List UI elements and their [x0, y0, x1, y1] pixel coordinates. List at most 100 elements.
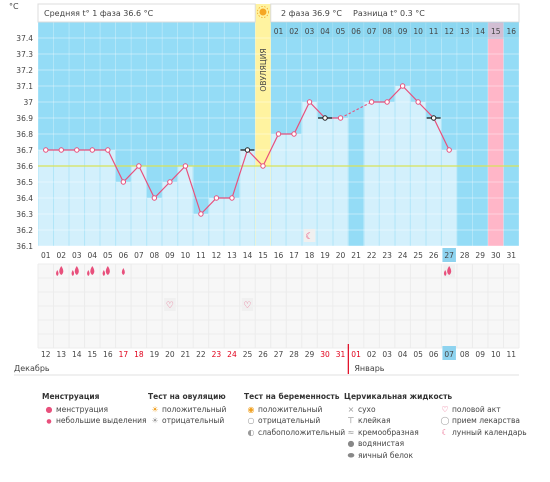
date-label: 27	[274, 350, 284, 359]
intercourse-cell	[241, 298, 254, 311]
bleeding-drop-small-icon	[443, 270, 447, 276]
phase2-header-box	[270, 3, 520, 23]
cycle-day-label: 27	[444, 251, 454, 260]
phase2-day-label: 09	[398, 27, 408, 36]
cycle-day-label: 22	[367, 251, 377, 260]
date-label: 05	[413, 350, 423, 359]
bleeding-drop-small-icon	[87, 270, 90, 276]
date-label: 23	[212, 350, 222, 359]
egg-white-icon: ⬬	[347, 450, 355, 460]
temperature-bar	[286, 134, 302, 246]
temperature-bar	[410, 102, 426, 246]
cycle-day-label: 03	[72, 251, 82, 260]
cycle-day-label: 16	[274, 251, 284, 260]
cycle-day-label: 15	[258, 251, 268, 260]
bleeding-drop-icon	[447, 266, 452, 275]
date-label: 17	[119, 350, 129, 359]
temperature-line-gap	[340, 101, 372, 119]
temperature-point	[291, 131, 297, 137]
lunar-cell	[303, 229, 316, 242]
legend-lunar: лунный календарь	[452, 427, 527, 437]
temperature-point	[430, 115, 437, 121]
legend-cervical-title: Церvикальная жидкость	[344, 392, 453, 401]
bleeding-drop-icon	[90, 266, 95, 275]
date-label: 28	[289, 350, 299, 359]
temperature-bar	[302, 102, 317, 246]
cycle-day-label: 30	[491, 251, 501, 260]
y-tick-label: 37.2	[16, 66, 33, 75]
moon-icon: ☾	[305, 232, 313, 242]
cycle-day-label: 12	[212, 251, 222, 260]
temperature-point	[105, 147, 111, 153]
legend-ovulation-test: Тест на овуляцию ☀ положительный ☀ отрицат…	[148, 391, 226, 427]
phase2-day-label: 13	[460, 27, 470, 36]
phase2-day-label: 04	[320, 27, 330, 36]
cycle-day-label: 09	[165, 251, 175, 260]
temperature-bar	[131, 166, 147, 246]
temperature-point	[120, 179, 127, 185]
legend-ov-negative: отрицательный	[162, 416, 225, 425]
phase1-header-box	[37, 3, 256, 23]
bleeding-drop-icon	[105, 266, 110, 275]
temperature-point	[415, 99, 421, 105]
y-tick-label: 36.1	[16, 242, 33, 251]
date-label: 26	[258, 350, 268, 359]
highlight-day-cell	[442, 248, 456, 262]
y-tick-label: 36.2	[16, 226, 33, 235]
y-tick-label: 37.3	[16, 50, 33, 59]
legend-medication: прием лекарства	[452, 416, 520, 425]
phase2-day-label: 02	[289, 27, 299, 36]
small-drop-icon: ●	[46, 418, 52, 425]
ovulation-label: ОВУЛЯЦИЯ	[259, 48, 268, 91]
cycle-day-label: 18	[305, 251, 315, 260]
temperature-point	[368, 99, 375, 105]
cycle-day-label: 01	[41, 251, 51, 260]
bleeding-drop-icon	[74, 266, 79, 275]
heart-icon: ♡	[243, 301, 251, 311]
date-label: 10	[491, 350, 501, 359]
sticky-icon: ⊤	[347, 416, 355, 425]
legend-menstruation-title: Менструация	[42, 392, 100, 401]
temperature-point	[151, 195, 158, 201]
cycle-day-label: 31	[506, 251, 516, 260]
cycle-day-label: 06	[119, 251, 129, 260]
cycle-day-label: 21	[351, 251, 361, 260]
sun-rays-icon	[257, 6, 269, 18]
cycle-day-label: 29	[475, 251, 485, 260]
legend-pregnancy-test: Тест на беременность ◉ положительный ○ отр…	[244, 391, 345, 438]
sun-icon	[259, 8, 267, 16]
temperature-point	[322, 115, 328, 121]
sun-positive-icon: ☀	[151, 404, 159, 414]
highlight-date-cell	[442, 346, 456, 360]
phase2-day-label: 12	[444, 27, 454, 36]
date-label: 01	[351, 350, 361, 359]
temperature-bar	[364, 102, 379, 246]
watery-icon: ●	[347, 439, 355, 448]
phase2-day-label: 16	[506, 27, 516, 36]
legend-cf-watery: водянистая	[358, 439, 405, 448]
legend-other: ♡ половой акт ◯ прием лекарства ☾ лунный ка…	[438, 391, 527, 438]
cycle-day-label: 20	[336, 251, 346, 260]
date-label: 22	[196, 350, 206, 359]
legend-cervical-fluid: Церvикальная жидкость × сухо ⊤ клейкая ≈ кр…	[344, 391, 452, 461]
cycle-day-label: 14	[243, 251, 253, 260]
pregnancy-positive-icon: ◉	[247, 404, 255, 414]
temperature-point	[229, 195, 235, 201]
cycle-day-label: 24	[398, 251, 408, 260]
date-label: 20	[165, 350, 175, 359]
intercourse-cell	[164, 298, 176, 311]
month-label: Январь	[354, 364, 384, 373]
date-label: 25	[243, 350, 253, 359]
phase2-day-label: 11	[429, 27, 439, 36]
legend-pregnancy-title: Тест на беременность	[244, 392, 340, 401]
date-label: 02	[367, 350, 377, 359]
date-label: 31	[336, 350, 346, 359]
date-label: 15	[88, 350, 98, 359]
legend-ov-positive: положительный	[162, 404, 227, 414]
date-label: 04	[398, 350, 408, 359]
cycle-day-label: 23	[382, 251, 392, 260]
y-tick-label: 36.9	[16, 114, 33, 123]
phase2-day-label: 14	[475, 27, 485, 36]
legend-menstruation-item: менструация	[56, 404, 108, 414]
